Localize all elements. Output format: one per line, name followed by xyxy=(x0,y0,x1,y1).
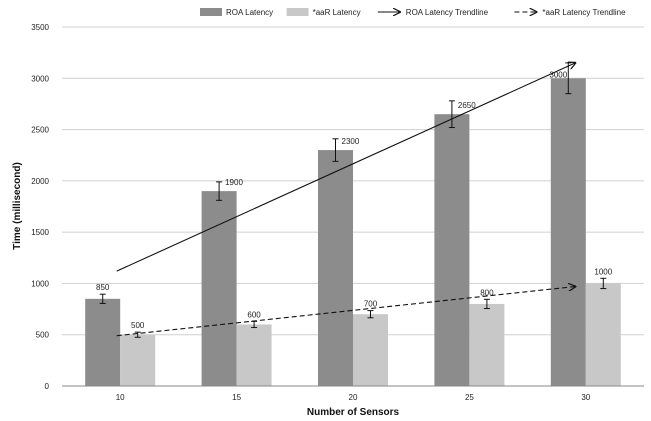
data-label: 800 xyxy=(480,288,494,297)
y-tick-label: 3000 xyxy=(31,74,49,83)
bar-roa xyxy=(318,150,353,386)
data-label: 1900 xyxy=(225,178,243,187)
x-tick-label: 30 xyxy=(581,393,590,402)
legend-swatch xyxy=(286,8,309,16)
bar-aar xyxy=(469,303,505,386)
legend-label: ROA Latency xyxy=(226,8,273,17)
bar-aar xyxy=(353,314,388,386)
bar-aar xyxy=(120,334,156,386)
legend-swatch xyxy=(200,8,222,16)
y-tick-label: 3500 xyxy=(31,23,49,32)
x-tick-label: 15 xyxy=(232,393,241,402)
data-label: 850 xyxy=(96,283,110,292)
legend-label: *aaR Latency xyxy=(313,8,361,17)
data-label: 1000 xyxy=(594,267,612,276)
x-tick-label: 20 xyxy=(349,393,358,402)
y-tick-label: 2000 xyxy=(31,177,49,186)
aar-trendline xyxy=(116,287,576,337)
bar-roa xyxy=(550,78,586,387)
data-label: 3000 xyxy=(549,70,567,79)
y-tick-label: 1000 xyxy=(31,279,49,288)
data-label: 600 xyxy=(247,310,261,319)
data-label: 2650 xyxy=(458,101,476,110)
bar-aar xyxy=(236,324,272,386)
y-tick-label: 2500 xyxy=(31,126,49,135)
y-tick-label: 1500 xyxy=(31,228,49,237)
y-tick-label: 500 xyxy=(36,331,50,340)
data-label: 500 xyxy=(131,321,145,330)
y-axis-title: Time (millisecond) xyxy=(12,162,23,250)
x-axis-title: Number of Sensors xyxy=(307,407,400,418)
legend-label: ROA Latency Trendline xyxy=(406,8,489,17)
bar-roa xyxy=(434,114,470,386)
bar-roa xyxy=(201,191,237,386)
bar-aar xyxy=(585,283,621,386)
legend: ROA Latency *aaR Latency ROA Latency Trend… xyxy=(200,8,626,17)
legend-label: *aaR Latency Trendline xyxy=(542,8,626,17)
bar-roa xyxy=(85,298,121,386)
data-label: 2300 xyxy=(342,137,360,146)
y-tick-label: 0 xyxy=(45,382,50,391)
x-tick-label: 10 xyxy=(116,393,125,402)
data-label: 700 xyxy=(364,300,378,309)
roa-trendline xyxy=(116,63,576,272)
x-tick-label: 25 xyxy=(465,393,474,402)
